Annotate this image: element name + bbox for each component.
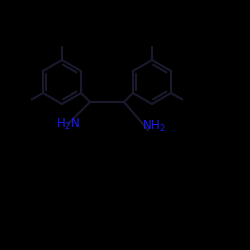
Text: NH$_2$: NH$_2$ <box>142 118 166 134</box>
Text: H$_2$N: H$_2$N <box>56 116 80 132</box>
